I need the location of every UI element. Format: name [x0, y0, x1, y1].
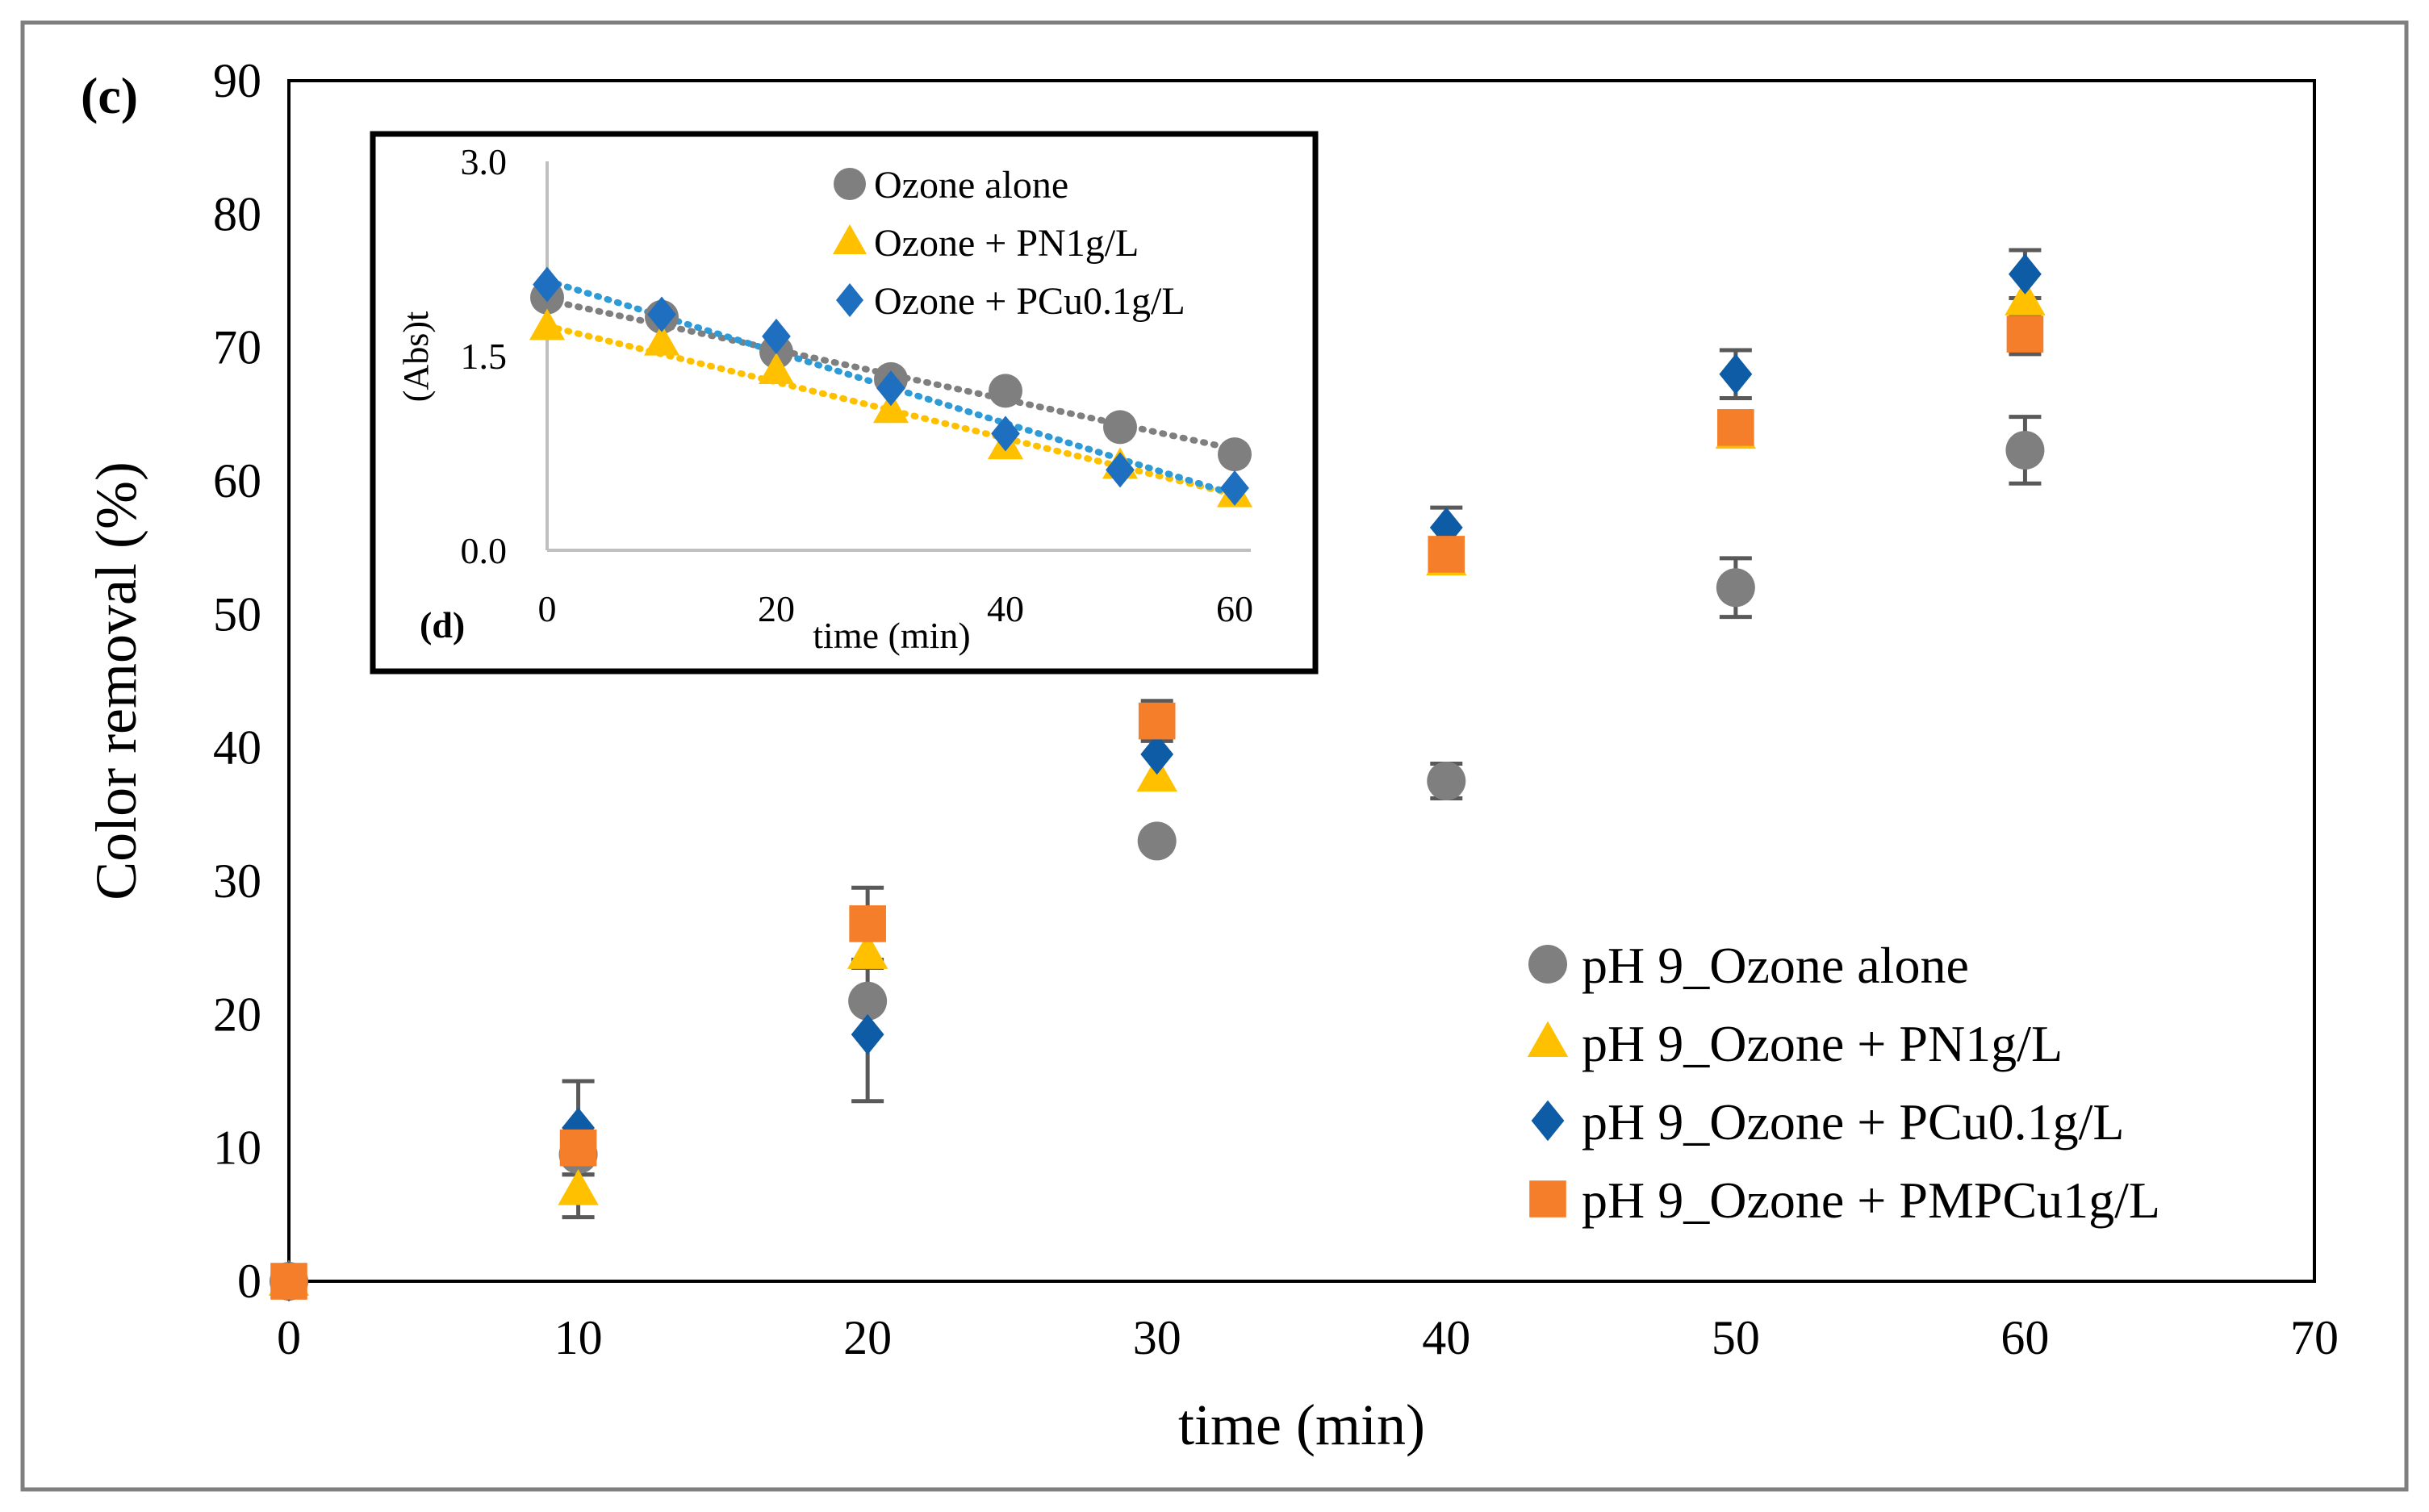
- inset-x-axis-title: time (min): [813, 615, 970, 656]
- y-tick-label: 80: [213, 187, 261, 240]
- inset-y-tick-label: 3.0: [461, 141, 508, 182]
- data-point: [2005, 279, 2046, 315]
- data-point: [1140, 733, 1174, 775]
- inset-legend-marker: [833, 224, 867, 254]
- inset-data-point: [1220, 470, 1249, 506]
- legend-marker: [1527, 1021, 1569, 1057]
- panel-label: (c): [81, 67, 138, 124]
- inset-x-tick-label: 0: [538, 588, 557, 629]
- legend-marker: [1528, 945, 1567, 984]
- y-tick-label: 10: [213, 1121, 261, 1175]
- data-point: [1719, 353, 1753, 395]
- y-tick-label: 40: [213, 721, 261, 775]
- main-chart: 0 10 20 30 40 50 60 70 80 90 0 10 20 30 40 50 60 70 time (…: [81, 54, 2339, 1457]
- x-axis-title: time (min): [1178, 1393, 1425, 1457]
- inset-data-point: [1103, 410, 1137, 445]
- data-point: [1717, 409, 1754, 446]
- y-tick-label: 30: [213, 854, 261, 908]
- x-tick-label: 0: [277, 1311, 301, 1364]
- data-point: [848, 981, 888, 1021]
- inset-data-point: [643, 324, 680, 356]
- data-point: [1716, 568, 1755, 608]
- data-point: [559, 1129, 597, 1167]
- legend-label: pH 9_Ozone alone: [1582, 937, 1969, 994]
- inset-data-point: [758, 353, 795, 385]
- inset-data-point: [872, 391, 909, 424]
- data-point: [2009, 253, 2042, 294]
- data-point: [1138, 702, 1176, 740]
- x-tick-label: 10: [554, 1311, 603, 1364]
- inset-data-point: [1106, 452, 1135, 488]
- legend-marker: [1529, 1180, 1566, 1218]
- data-point: [847, 933, 888, 969]
- y-tick-label: 90: [213, 54, 261, 107]
- inset-y-axis-title: (Abs)t: [396, 311, 436, 402]
- x-tick-label: 40: [1422, 1311, 1470, 1364]
- y-tick-label: 50: [213, 587, 261, 641]
- inset-legend-marker: [834, 168, 866, 200]
- inset-data-point: [647, 296, 676, 332]
- y-axis-title: Color removal (%): [84, 462, 148, 900]
- data-point: [558, 1169, 599, 1205]
- y-tick-label: 20: [213, 988, 261, 1041]
- inset-y-tick-label: 1.5: [461, 336, 508, 377]
- inset-data-point: [876, 370, 905, 407]
- y-tick-label: 0: [237, 1255, 261, 1308]
- inset-data-point: [762, 318, 791, 354]
- inset-y-tick-label: 0.0: [461, 530, 508, 571]
- inset-data-point: [1218, 437, 1252, 472]
- legend-label: pH 9_Ozone + PN1g/L: [1582, 1015, 2063, 1072]
- data-point: [2006, 315, 2044, 353]
- x-tick-label: 30: [1133, 1311, 1181, 1364]
- inset-data-point: [529, 308, 566, 340]
- legend-label: pH 9_Ozone + PCu0.1g/L: [1582, 1093, 2125, 1151]
- data-point: [1429, 507, 1463, 549]
- inset-legend-label: Ozone + PN1g/L: [874, 222, 1139, 265]
- inset-legend-label: Ozone + PCu0.1g/L: [874, 280, 1185, 323]
- inset-frame: [370, 131, 1319, 675]
- data-point: [270, 1263, 307, 1300]
- data-point: [2005, 430, 2045, 470]
- plot-area: [287, 79, 2316, 1283]
- inset-legend-label: Ozone alone: [874, 164, 1068, 207]
- data-point: [851, 1013, 884, 1055]
- inset-data-point: [533, 266, 562, 303]
- data-point: [849, 905, 886, 942]
- inset-data-point: [989, 374, 1022, 408]
- inset-x-tick-label: 60: [1216, 588, 1253, 629]
- x-tick-label: 20: [843, 1311, 892, 1364]
- y-tick-label: 70: [213, 321, 261, 374]
- inset-chart: 0.0 1.5 3.0 0 20 40 60 time (min) (Abs)t (d) Ozone…: [370, 131, 1319, 675]
- inset-x-tick-label: 40: [987, 588, 1024, 629]
- x-tick-label: 60: [2000, 1311, 2049, 1364]
- data-point: [1427, 762, 1466, 800]
- inset-panel-label: (d): [420, 604, 465, 645]
- x-tick-label: 70: [2290, 1311, 2339, 1364]
- inset-x-tick-label: 20: [758, 588, 795, 629]
- legend-label: pH 9_Ozone + PMPCu1g/L: [1582, 1172, 2160, 1229]
- x-tick-label: 50: [1712, 1311, 1760, 1364]
- legend-marker: [1531, 1100, 1565, 1142]
- data-point: [1428, 536, 1465, 573]
- inset-legend-marker: [836, 283, 863, 317]
- y-tick-label: 60: [213, 454, 261, 507]
- data-point: [1137, 821, 1177, 861]
- inset-data-point: [991, 416, 1020, 452]
